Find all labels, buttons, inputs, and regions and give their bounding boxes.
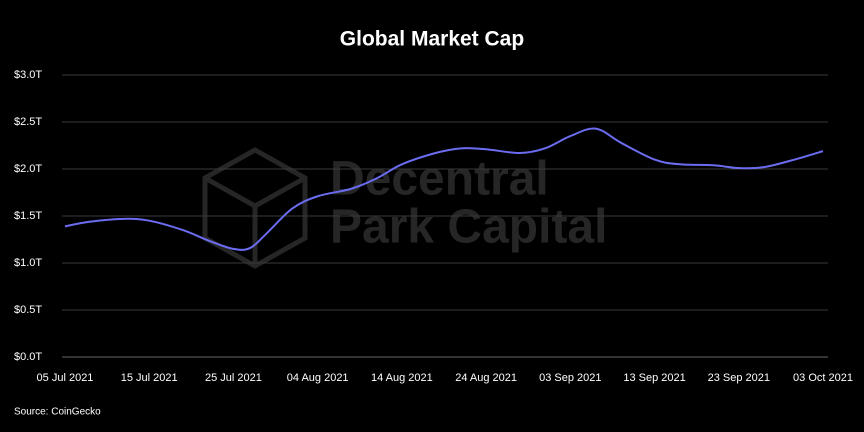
x-tick-label: 04 Aug 2021 [287,372,349,384]
y-tick-label: $1.5T [14,210,42,222]
chart-title: Global Market Cap [340,28,524,51]
y-tick-label: $2.0T [14,163,42,175]
y-tick-label: $1.0T [14,257,42,269]
x-tick-label: 05 Jul 2021 [37,372,94,384]
x-tick-label: 23 Sep 2021 [708,372,770,384]
data-line [64,127,824,251]
watermark: Park Capital [330,201,607,254]
x-tick-label: 24 Aug 2021 [455,372,517,384]
x-tick-label: 14 Aug 2021 [371,372,433,384]
y-tick-label: $0.5T [14,304,42,316]
x-tick-label: 15 Jul 2021 [121,372,178,384]
x-tick-label: 13 Sep 2021 [623,372,685,384]
y-tick-label: $0.0T [14,351,42,363]
x-tick-label: 03 Sep 2021 [539,372,601,384]
y-tick-label: $3.0T [14,69,42,81]
source-note: Source: CoinGecko [14,407,101,418]
x-tick-label: 03 Oct 2021 [793,372,853,384]
x-tick-label: 25 Jul 2021 [205,372,262,384]
y-tick-label: $2.5T [14,116,42,128]
watermark: Decentral [330,153,549,206]
